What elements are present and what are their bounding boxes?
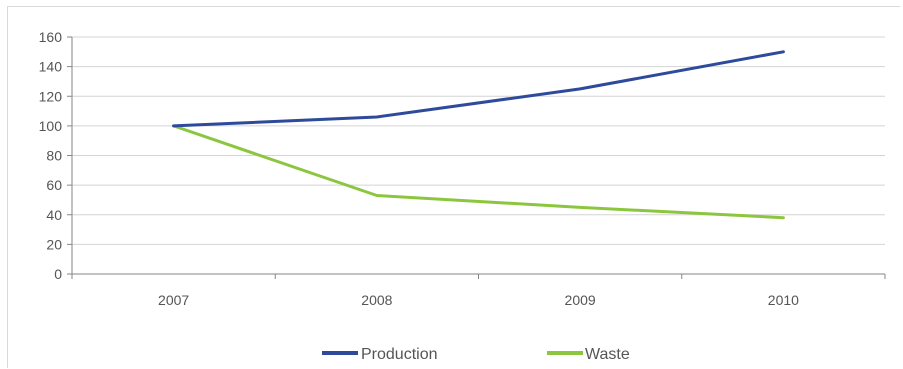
y-tick-label: 0 <box>54 266 62 282</box>
legend: Production Waste <box>322 346 630 363</box>
y-tick-label: 60 <box>46 177 62 193</box>
gridlines <box>72 36 885 245</box>
y-tick-label: 120 <box>39 88 63 104</box>
x-tick-label: 2009 <box>565 292 596 308</box>
y-tick-label: 40 <box>46 207 62 223</box>
y-tick-label: 100 <box>39 118 63 134</box>
y-axis: 0 20 40 60 80 100 120 140 160 <box>39 29 73 282</box>
x-tick-label: 2008 <box>361 292 392 308</box>
y-tick-label: 140 <box>39 59 63 75</box>
y-tick-label: 20 <box>46 236 62 252</box>
x-axis: 2007 2008 2009 2010 <box>71 273 886 308</box>
series-lines <box>172 50 785 220</box>
x-tick-label: 2007 <box>158 292 189 308</box>
y-tick-label: 80 <box>46 148 62 164</box>
series-line-waste <box>172 124 785 220</box>
x-tick-label: 2010 <box>768 292 799 308</box>
y-tick-label: 160 <box>39 29 63 45</box>
legend-label-production: Production <box>361 346 438 363</box>
legend-label-waste: Waste <box>585 346 630 363</box>
series-line-production <box>172 50 785 128</box>
